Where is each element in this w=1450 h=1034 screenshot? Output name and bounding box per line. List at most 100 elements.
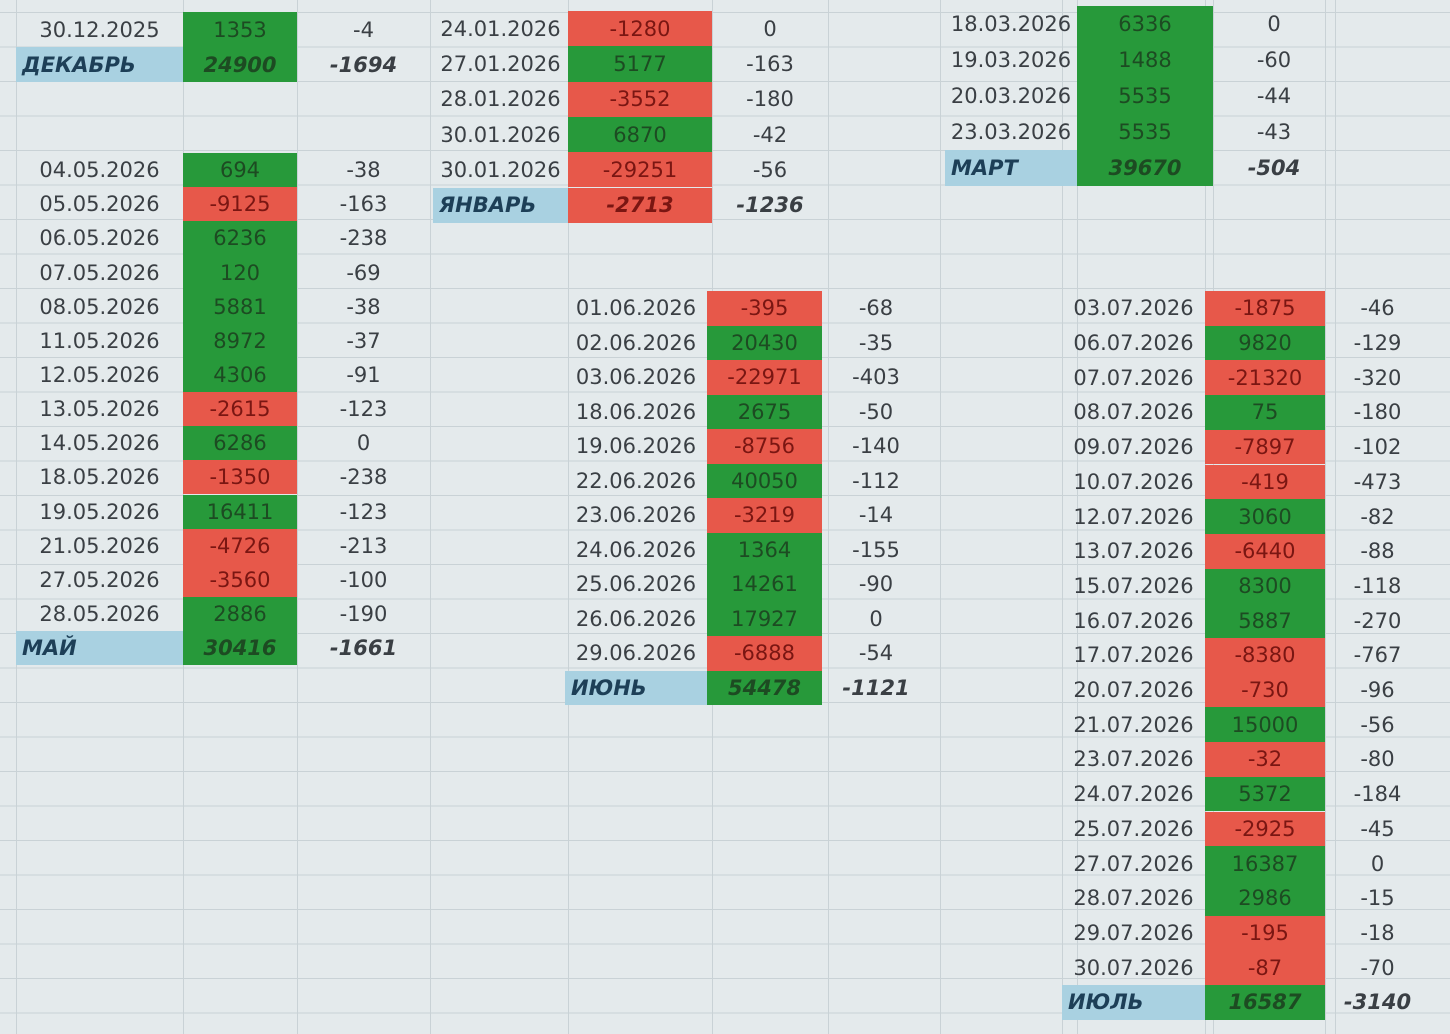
fee-cell: -238 [339,226,388,251]
amount-cell: -730 [1205,672,1325,708]
date-cell: 23.03.2026 [950,120,1072,144]
fee-cell: -163 [339,192,388,217]
amount-cell: 20430 [707,325,822,360]
amount-cell: -3219 [707,498,822,533]
amount-cell: -87 [1205,950,1325,985]
amount-cell: -8756 [707,429,822,464]
month-total: 39670 [1077,150,1213,186]
date-cell: 06.07.2026 [1073,331,1194,356]
date-cell: 12.07.2026 [1073,504,1194,529]
grid-line [828,0,829,1034]
date-cell: 25.07.2026 [1073,816,1194,841]
amount-cell: 15000 [1205,707,1325,743]
fee-cell: -767 [1353,643,1402,668]
grid-line [430,0,431,1034]
fee-cell: -140 [852,434,900,459]
date-cell: 06.05.2026 [39,226,160,251]
fee-cell: -91 [346,362,381,387]
date-cell: 07.05.2026 [39,260,160,285]
amount-cell: -1280 [568,11,712,47]
fee-cell: -270 [1353,608,1402,633]
date-cell: 18.06.2026 [575,399,697,424]
date-cell: 13.07.2026 [1073,539,1194,564]
month-total: -2713 [568,187,712,223]
amount-cell: -4726 [183,528,297,563]
grid-line [568,0,569,1034]
fee-cell: -184 [1353,782,1402,807]
fee-cell: -180 [1353,400,1402,425]
amount-cell: 40050 [707,463,822,498]
month-label: МАРТ [945,150,1077,186]
month-total: 16587 [1205,985,1325,1020]
fee-cell: -88 [1360,539,1395,564]
grid-line [1335,0,1336,1034]
fee-cell: -42 [752,122,788,147]
amount-cell: 14261 [707,567,822,602]
date-cell: 28.07.2026 [1073,886,1194,911]
fee-total: -3140 [1343,990,1412,1015]
fee-cell: -46 [1360,296,1395,321]
grid-line [940,0,941,1034]
date-cell: 16.07.2026 [1073,608,1194,633]
date-cell: 04.05.2026 [39,158,160,183]
fee-cell: -123 [339,397,388,422]
fee-cell: -38 [346,158,381,183]
amount-cell: 75 [1205,395,1325,430]
amount-cell: 17927 [707,601,822,636]
date-cell: 30.01.2026 [440,157,561,182]
amount-cell: -395 [707,291,822,326]
fee-cell: -15 [1360,886,1395,911]
amount-cell: -1350 [183,460,297,495]
fee-cell: -14 [858,503,894,528]
date-cell: 18.03.2026 [950,12,1072,36]
date-cell: 29.06.2026 [575,641,697,666]
fee-cell: -70 [1360,955,1395,980]
amount-cell: -2615 [183,392,297,427]
fee-cell: -35 [858,330,894,355]
amount-cell: 5887 [1205,603,1325,638]
month-label: ДЕКАБРЬ [16,47,183,82]
date-cell: 11.05.2026 [39,328,160,353]
date-cell: 08.07.2026 [1073,400,1194,425]
fee-cell: -403 [852,365,900,390]
amount-cell: 6286 [183,426,297,461]
fee-cell: -90 [858,572,894,597]
fee-cell: -163 [746,51,794,76]
fee-cell: -180 [746,87,794,112]
amount-cell: -22971 [707,360,822,395]
date-cell: 21.05.2026 [39,533,160,558]
grid-line [1325,0,1326,1034]
fee-cell: -18 [1360,920,1395,945]
date-cell: 27.05.2026 [39,567,160,592]
date-cell: 27.07.2026 [1073,851,1194,876]
fee-cell: -123 [339,499,388,524]
date-cell: 03.07.2026 [1073,296,1194,321]
date-cell: 13.05.2026 [39,397,160,422]
date-cell: 18.05.2026 [39,465,160,490]
grid-line [1077,0,1078,1034]
fee-cell: -60 [1256,48,1292,72]
month-total: 54478 [707,670,822,705]
grid-line [297,0,298,1034]
amount-cell: 694 [183,153,297,188]
amount-cell: 120 [183,255,297,290]
fee-cell: -112 [852,468,900,493]
fee-cell: -38 [346,294,381,319]
date-cell: 14.05.2026 [39,431,160,456]
amount-cell: 5177 [568,46,712,82]
fee-cell: -155 [852,537,900,562]
fee-cell: -118 [1353,573,1402,598]
date-cell: 03.06.2026 [575,365,697,390]
date-cell: 29.07.2026 [1073,920,1194,945]
date-cell: 23.07.2026 [1073,747,1194,772]
fee-cell: -100 [339,567,388,592]
amount-cell: 5535 [1077,114,1213,150]
date-cell: 12.05.2026 [39,362,160,387]
fee-cell: -82 [1360,504,1395,529]
amount-cell: -29251 [568,152,712,188]
amount-cell: 6236 [183,221,297,256]
fee-cell: -190 [339,602,388,626]
amount-cell: -32 [1205,742,1325,777]
date-cell: 19.03.2026 [950,48,1072,72]
date-cell: 19.05.2026 [39,499,160,524]
